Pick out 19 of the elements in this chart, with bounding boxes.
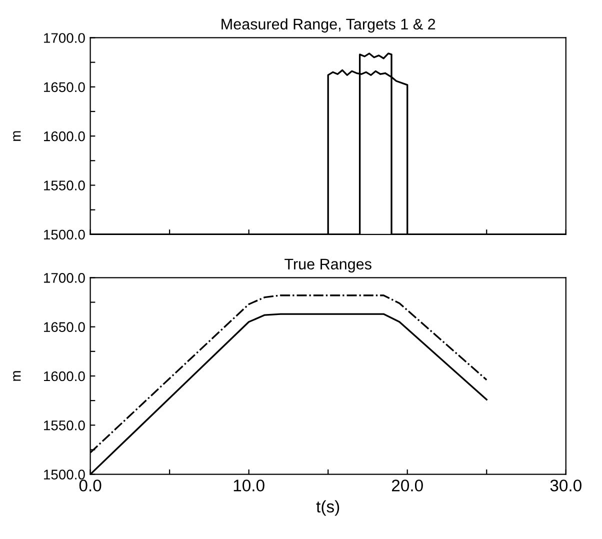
y-axis-title: m xyxy=(13,131,21,141)
y-tick-label: 1600.0 xyxy=(44,131,85,142)
chart-title: Measured Range, Targets 1 & 2 xyxy=(222,18,436,33)
y-tick-label: 1500.0 xyxy=(44,470,85,480)
y-tick-label: 1550.0 xyxy=(44,420,85,430)
y-tick-label: 1700.0 xyxy=(44,33,85,43)
x-axis-title: t(s) xyxy=(316,500,340,516)
y-tick-label: 1500.0 xyxy=(44,230,85,240)
y-tick-label: 1700.0 xyxy=(44,272,85,283)
y-tick-label: 1650.0 xyxy=(44,82,85,92)
x-tick-label: 10.0 xyxy=(234,480,264,492)
y-tick-label: 1600.0 xyxy=(44,371,85,382)
x-tick-label: 20.0 xyxy=(392,480,423,492)
y-tick-label: 1650.0 xyxy=(44,322,85,332)
x-tick-label: 0.0 xyxy=(79,480,102,492)
chart-title: True Ranges xyxy=(284,258,372,272)
y-axis-title: m xyxy=(13,371,21,381)
y-tick-label: 1550.0 xyxy=(44,180,85,190)
x-tick-label: 30.0 xyxy=(550,480,582,492)
